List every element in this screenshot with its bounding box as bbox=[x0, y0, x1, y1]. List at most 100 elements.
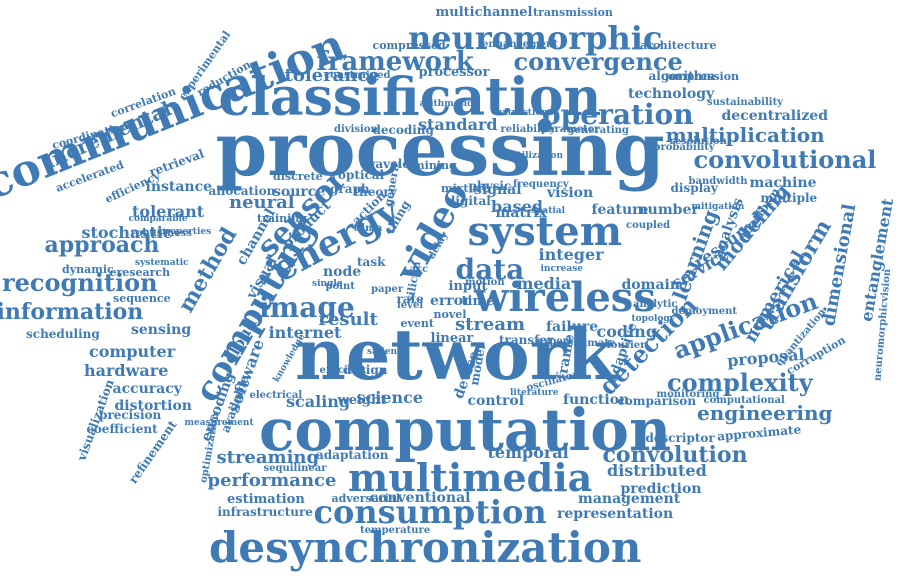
cloud-word: neuromorphic bbox=[408, 19, 663, 57]
cloud-word: computer bbox=[89, 342, 176, 361]
cloud-word: input bbox=[448, 278, 488, 294]
cloud-word: monitoring bbox=[656, 389, 720, 400]
cloud-word: sequence bbox=[113, 291, 171, 305]
cloud-word: reliability bbox=[500, 124, 556, 135]
cloud-word: temperature bbox=[360, 525, 431, 536]
cloud-word: graph bbox=[330, 182, 370, 196]
cloud-word: multiple bbox=[760, 191, 818, 205]
cloud-word: enhancement bbox=[482, 39, 558, 50]
cloud-word: streaming bbox=[216, 447, 320, 468]
cloud-word: machine bbox=[749, 175, 817, 191]
cloud-word: adversarial bbox=[331, 491, 401, 505]
cloud-word: tolerant bbox=[132, 202, 205, 221]
cloud-word: feature bbox=[591, 202, 649, 218]
cloud-word: point bbox=[325, 281, 355, 292]
cloud-word: approximate bbox=[716, 422, 802, 444]
cloud-word: tdma bbox=[353, 223, 383, 234]
cloud-word: eresearch bbox=[109, 265, 171, 279]
cloud-word: failure bbox=[546, 319, 599, 335]
cloud-word: weight bbox=[337, 392, 387, 408]
cloud-word: estimate bbox=[567, 338, 616, 349]
cloud-word: network bbox=[295, 313, 616, 396]
cloud-word: infrastructure bbox=[217, 505, 313, 519]
cloud-word: approach bbox=[44, 232, 160, 258]
cloud-word: acc bbox=[409, 264, 429, 275]
cloud-word: complexity bbox=[667, 368, 813, 397]
cloud-word: systematic bbox=[135, 257, 189, 268]
cloud-word: function bbox=[563, 392, 630, 408]
cloud-word: fourier bbox=[606, 340, 646, 351]
cloud-word: rate bbox=[396, 292, 424, 306]
cloud-word: sustainability bbox=[707, 97, 783, 108]
cloud-word: wavelet bbox=[365, 157, 416, 171]
cloud-word: instance bbox=[145, 179, 213, 195]
cloud-word: coupled bbox=[626, 220, 671, 231]
cloud-word: coefficient bbox=[86, 422, 158, 436]
cloud-word: desynchronization bbox=[209, 523, 642, 572]
cloud-word: internet bbox=[268, 323, 342, 342]
cloud-word: mitigation bbox=[691, 201, 745, 212]
cloud-word: comparison bbox=[617, 394, 697, 408]
cloud-word: decoding bbox=[372, 123, 434, 137]
cloud-word: convergence bbox=[513, 47, 683, 76]
cloud-word: topology bbox=[631, 313, 675, 324]
cloud-word: wireless bbox=[474, 274, 656, 321]
cloud-word: prediction bbox=[620, 481, 702, 497]
cloud-word: convolution bbox=[602, 442, 748, 468]
cloud-word: dynamic bbox=[62, 262, 114, 276]
cloud-word: decentralized bbox=[721, 108, 829, 124]
cloud-word: stochastic bbox=[81, 223, 173, 242]
cloud-word: tolerance bbox=[284, 65, 380, 86]
cloud-word: salient bbox=[367, 346, 402, 357]
cloud-word: control bbox=[467, 393, 525, 409]
cloud-word: signal bbox=[474, 182, 522, 198]
cloud-word: hardware bbox=[84, 361, 169, 380]
cloud-word: engineering bbox=[697, 401, 833, 425]
cloud-word: based bbox=[491, 197, 543, 216]
cloud-word: display bbox=[670, 181, 718, 195]
cloud-word: paper bbox=[371, 284, 404, 295]
cloud-word: theory bbox=[353, 185, 397, 199]
cloud-word: technology bbox=[628, 86, 715, 102]
cloud-word: measurement bbox=[184, 417, 254, 428]
cloud-word: recognition bbox=[2, 268, 158, 297]
cloud-word: consumption bbox=[313, 493, 547, 531]
cloud-word: electrical bbox=[249, 390, 303, 401]
cloud-word: integer bbox=[538, 245, 604, 264]
cloud-word: robustness bbox=[130, 228, 192, 239]
cloud-word: digital bbox=[447, 194, 491, 208]
cloud-word: number bbox=[637, 202, 699, 218]
cloud-word: computational bbox=[703, 395, 785, 406]
cloud-word: spatial bbox=[531, 205, 566, 216]
cloud-word: scheduling bbox=[26, 327, 100, 341]
cloud-word: level bbox=[397, 300, 424, 311]
cloud-word: domain bbox=[621, 277, 681, 293]
cloud-word: science bbox=[356, 388, 424, 407]
cloud-word: comparable bbox=[128, 213, 188, 224]
cloud-word: design bbox=[343, 363, 388, 377]
cloud-word: sensing bbox=[131, 322, 192, 338]
cloud-word: computation bbox=[259, 396, 672, 464]
cloud-word: resolution bbox=[669, 136, 727, 147]
cloud-word: constrained bbox=[324, 70, 391, 81]
cloud-word: node bbox=[323, 264, 362, 280]
cloud-word: literature bbox=[510, 387, 559, 398]
cloud-word: representation bbox=[557, 506, 674, 522]
cloud-word: result bbox=[318, 309, 378, 330]
cloud-word: system bbox=[467, 208, 623, 255]
cloud-word: information bbox=[0, 299, 144, 325]
cloud-word: processor bbox=[418, 64, 490, 80]
cloud-word: error bbox=[430, 293, 471, 309]
cloud-word: neural bbox=[229, 192, 295, 213]
cloud-word: efficient bbox=[319, 365, 367, 376]
cloud-word: analytic bbox=[633, 299, 678, 310]
cloud-word: conventional bbox=[369, 490, 471, 506]
cloud-word: data bbox=[455, 253, 525, 286]
cloud-word: single bbox=[312, 278, 343, 289]
cloud-word: deployment bbox=[671, 306, 737, 317]
cloud-word: arithmetic bbox=[419, 98, 473, 109]
cloud-word: time bbox=[461, 293, 495, 309]
cloud-word: classification bbox=[218, 67, 602, 128]
cloud-word: matrix bbox=[495, 205, 547, 221]
